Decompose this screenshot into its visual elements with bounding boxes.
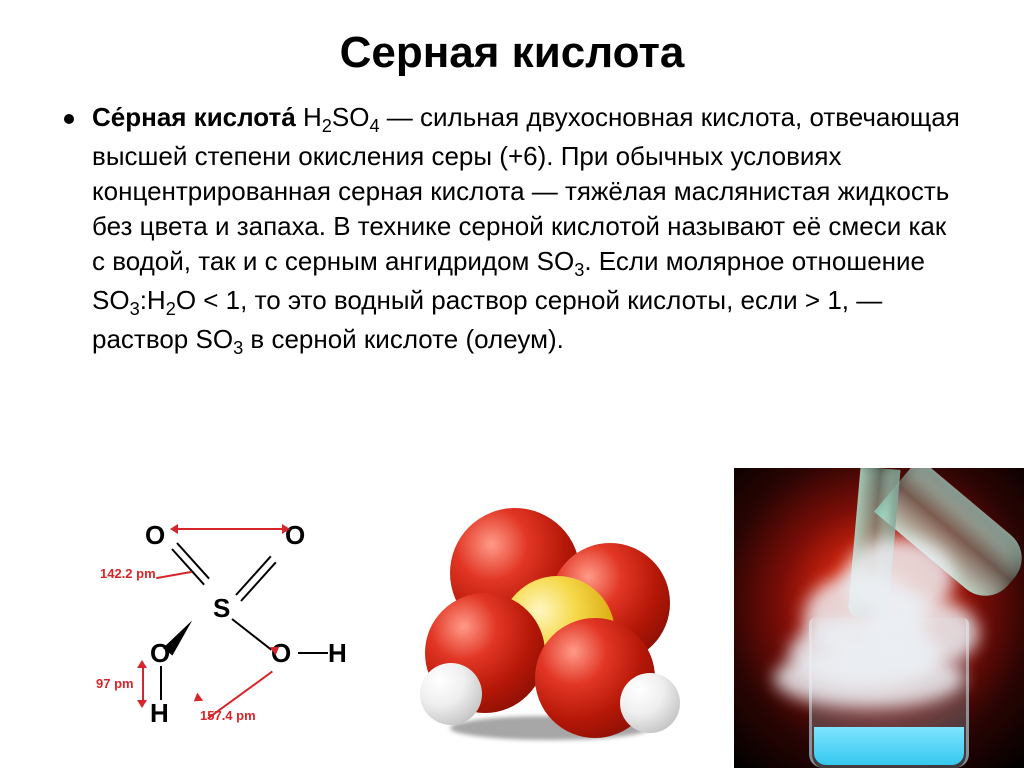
bond-oh-right xyxy=(298,652,328,654)
atom-o-top-left: O xyxy=(145,520,165,551)
dim-97-b xyxy=(137,700,147,708)
dim-97-line xyxy=(142,666,144,702)
dim-97-t xyxy=(137,660,147,668)
atom-s: S xyxy=(213,593,230,624)
slide-title: Серная кислота xyxy=(64,28,960,78)
structural-diagram: S O O O O H H 142.2 pm 97 pm xyxy=(80,498,360,738)
reaction-photo xyxy=(734,468,1024,768)
smoke-puff xyxy=(774,648,964,708)
dim-142-l xyxy=(170,524,178,534)
dim-142-r xyxy=(282,524,290,534)
white-sphere xyxy=(620,673,680,733)
atom-h-right: H xyxy=(328,638,347,669)
dim-142-label: 142.2 pm xyxy=(100,566,156,581)
beaker-liquid xyxy=(814,727,964,765)
dim-142-leader xyxy=(156,571,192,579)
bond-double-tr-1 xyxy=(235,556,271,596)
slide: Серная кислота Се́рная кислота́ H2SO4 — … xyxy=(0,0,1024,768)
bullet-dot-icon xyxy=(64,114,74,124)
white-sphere xyxy=(420,663,482,725)
dim-142-line xyxy=(176,528,284,530)
bond-wedge-bl xyxy=(163,617,197,656)
body-paragraph: Се́рная кислота́ H2SO4 — сильная двухосн… xyxy=(92,100,960,360)
bond-single-br xyxy=(231,618,272,650)
space-filling-model xyxy=(395,498,695,738)
dim-97-label: 97 pm xyxy=(96,676,134,691)
bond-oh-left xyxy=(160,666,162,700)
atom-h-left: H xyxy=(150,698,169,729)
dim-157-label: 157.4 pm xyxy=(200,708,256,723)
body-bullet: Се́рная кислота́ H2SO4 — сильная двухосн… xyxy=(64,100,960,360)
dim-157-l xyxy=(191,693,203,706)
